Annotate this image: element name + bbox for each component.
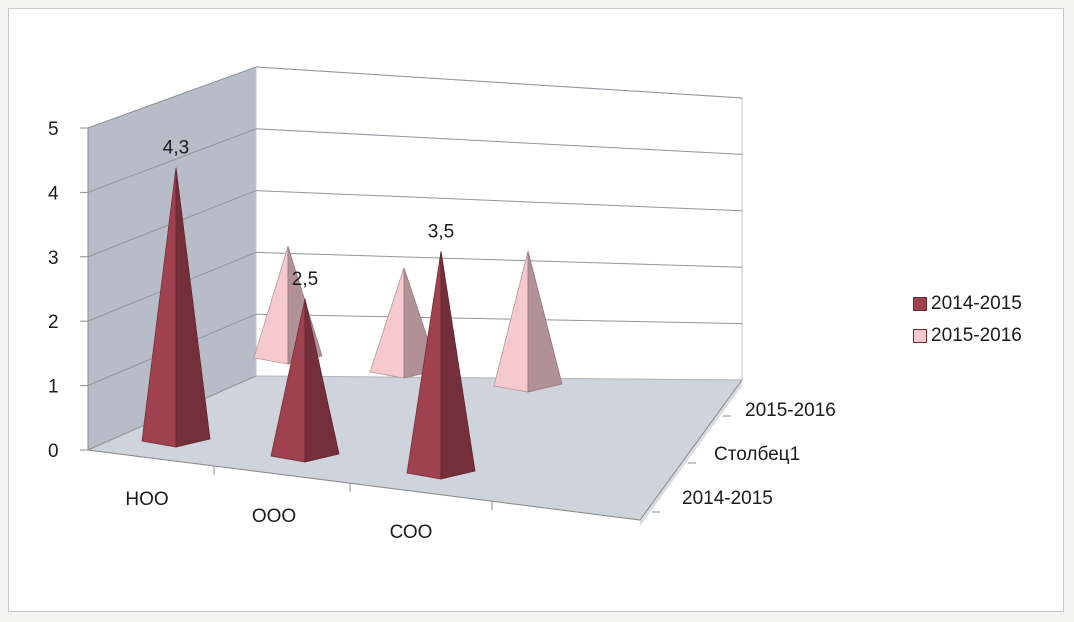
legend-item-2015-2016: 2015-2016 (913, 320, 1022, 352)
bar-2014-2015-1-face-right (304, 298, 340, 463)
data-label-2014-2015-1: 2,5 (292, 269, 318, 290)
gridline-side-5 (87, 66, 257, 129)
legend-swatch-2015-2016 (913, 329, 927, 343)
back-wall (255, 66, 743, 381)
gridline-back-2 (255, 251, 743, 268)
depth-axis-label: 2014-2015 (682, 488, 773, 509)
y-tick-label: 4 (48, 183, 59, 204)
bars (141, 167, 563, 480)
data-label-2014-2015-2: 3,5 (428, 221, 454, 242)
data-labels: 4,3 2,5 3,5 (163, 138, 454, 290)
depth-axis-label: Столбец1 (714, 444, 800, 465)
axes (87, 128, 743, 521)
legend-label-2015-2016: 2015-2016 (931, 325, 1022, 346)
gridline-back-5 (255, 66, 743, 99)
legend-label-2014-2015: 2014-2015 (931, 293, 1022, 314)
depth-axis-labels: 2014-2015 Столбец1 2015-2016 (652, 400, 836, 513)
floor-front-edge (640, 380, 742, 526)
y-tick-label: 1 (48, 377, 59, 398)
legend-swatch-2014-2015 (913, 297, 927, 311)
bar-2014-2015-2-face-right (440, 251, 476, 480)
category-label: ООО (252, 506, 296, 527)
gridline-back-3 (255, 190, 743, 212)
depth-axis-label: 2015-2016 (745, 400, 836, 421)
category-labels: НОО ООО СОО (125, 465, 493, 543)
category-label: СОО (390, 522, 433, 543)
y-tick-label: 0 (48, 441, 59, 462)
y-axis-ticks: 0 1 2 3 4 5 (48, 119, 88, 462)
data-label-2014-2015-0: 4,3 (163, 138, 189, 159)
y-tick-label: 2 (48, 312, 59, 333)
category-label: НОО (125, 489, 168, 510)
y-tick-label: 3 (48, 248, 59, 269)
legend-item-2014-2015: 2014-2015 (913, 288, 1022, 320)
gridline-side-4 (87, 128, 257, 193)
gridline-back-4 (255, 128, 743, 155)
y-tick-label: 5 (48, 119, 59, 140)
gridline-back-1 (255, 313, 743, 325)
bar-2014-2015-0-face-right (175, 167, 211, 448)
legend: 2014-2015 2015-2016 (913, 288, 1022, 352)
bar-2015-2016-2-face-right (527, 250, 563, 393)
